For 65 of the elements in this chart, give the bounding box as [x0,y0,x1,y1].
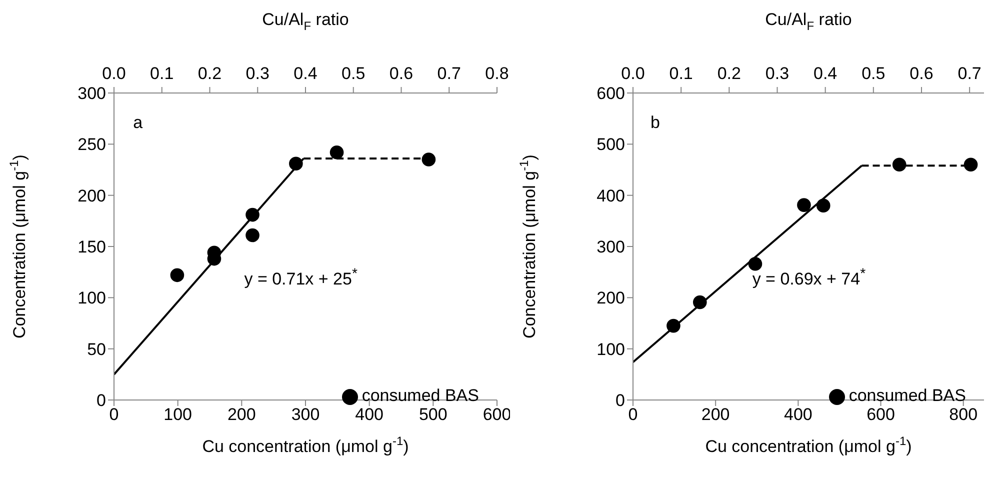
y-tick-label: 200 [596,288,625,308]
point [330,145,344,160]
x2-tick-label: 0.2 [198,64,222,83]
point [964,158,978,172]
x-tick-label: 400 [784,405,812,424]
x-tick-label: 200 [701,405,730,424]
x2-tick-label: 0.3 [765,64,790,83]
x2-tick-label: 0.3 [246,64,270,83]
x2-tick-label: 0.5 [862,64,886,83]
x-tick-label: 300 [291,405,320,424]
point [666,318,680,333]
x2-tick-label: 0.4 [294,64,318,83]
x-tick-label: 0 [628,405,638,424]
legend-label: consumed BAS [362,386,479,405]
point [289,156,303,171]
x-tick-label: 400 [355,405,384,424]
x2-tick-label: 0.6 [389,64,414,83]
x-tick-label: 500 [418,405,448,424]
legend-label: consumed BAS [848,386,966,405]
point [246,208,260,222]
point [816,198,830,212]
y-tick-label: 250 [78,135,106,154]
y-tick-label: 0 [616,391,625,410]
y-tick-label: 500 [596,135,625,154]
x2-tick-label: 0.5 [342,64,366,83]
point [797,198,811,212]
annotation: b [650,112,660,133]
x-axis-title: Cu concentration (μmol g$^{-1}$) [705,434,912,456]
annotation: y = 0.71x + 25$^{*}$ [244,266,358,290]
annotation: a [133,112,143,133]
x-tick-label: 800 [949,405,978,424]
x-tick-label: 100 [164,405,192,424]
y-tick-label: 150 [78,238,106,257]
y-tick-label: 300 [596,238,625,257]
point [246,228,260,242]
x2-tick-label: 0.0 [621,64,645,83]
x2-tick-label: 0.7 [958,64,982,83]
x-tick-label: 0 [109,405,119,424]
x2-axis-title: Cu/Al$_{F}$ ratio [262,10,349,33]
point [692,295,707,310]
y-tick-label: 50 [87,340,106,359]
point [422,152,436,166]
y-tick-label: 100 [78,288,106,308]
x2-axis-title: Cu/Al$_{F}$ ratio [765,10,852,33]
point [748,257,762,271]
annotation: y = 0.69x + 74$^{*}$ [752,266,866,290]
x-axis-title: Cu concentration (μmol g$^{-1}$) [202,434,409,456]
y-tick-label: 0 [96,391,106,410]
x2-tick-label: 0.7 [437,64,461,83]
x2-tick-label: 0.1 [669,64,693,83]
y-tick-label: 300 [78,84,106,104]
y-tick-label: 400 [596,186,625,206]
y-tick-label: 100 [596,340,625,359]
y-tick-label: 200 [78,186,106,206]
x2-tick-label: 0.1 [150,64,174,83]
x-tick-label: 200 [227,405,256,424]
x2-tick-label: 0.6 [910,64,934,83]
x-tick-label: 600 [866,405,895,424]
x2-tick-label: 0.4 [814,64,838,83]
point [170,268,184,282]
point [892,158,906,172]
y-tick-label: 600 [596,84,625,104]
x2-tick-label: 0.2 [717,64,741,83]
x2-tick-label: 0.0 [102,64,126,83]
x2-tick-label: 0.8 [485,64,509,83]
